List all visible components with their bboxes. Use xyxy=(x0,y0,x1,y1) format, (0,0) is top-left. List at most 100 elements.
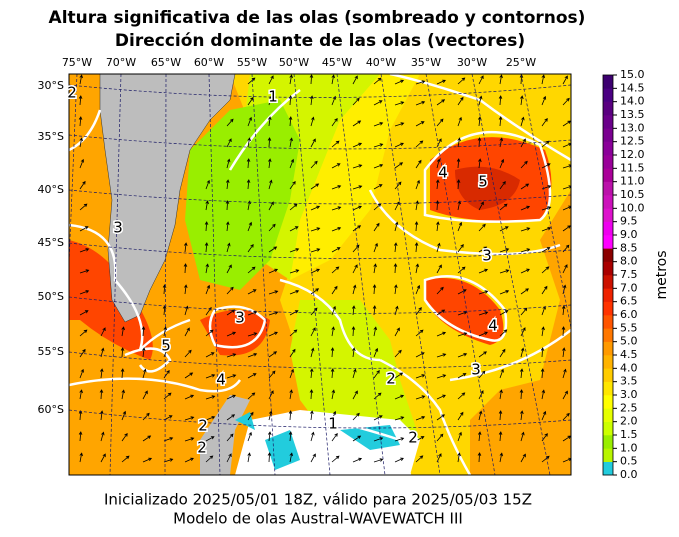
wave-vector xyxy=(267,431,272,442)
colorbar-segment xyxy=(603,381,613,396)
wave-vector xyxy=(562,75,568,85)
wave-vector xyxy=(540,347,545,358)
wave-vector xyxy=(226,433,234,442)
wave-vector xyxy=(289,269,300,274)
contour-label: 3 xyxy=(235,309,245,327)
lon-label: 55°W xyxy=(237,56,267,69)
wave-vector xyxy=(436,99,446,106)
wave-vector xyxy=(394,201,400,211)
colorbar-segment xyxy=(603,248,613,262)
wave-vector xyxy=(352,225,362,232)
wave-vector xyxy=(247,137,251,148)
wave-vector xyxy=(268,351,278,358)
wave-vector xyxy=(562,390,568,400)
wave-vector xyxy=(520,431,525,442)
wave-vector xyxy=(394,349,402,358)
wave-vector xyxy=(289,181,296,190)
wave-vector xyxy=(394,372,404,379)
colorbar-segment xyxy=(603,368,613,382)
wave-vector xyxy=(247,353,258,358)
colorbar-tick-label: 0.0 xyxy=(620,468,638,481)
wave-vector xyxy=(226,242,231,253)
wave-vector xyxy=(247,244,254,253)
wave-vector xyxy=(352,75,358,85)
wave-vector xyxy=(331,95,337,106)
contour-label: 1 xyxy=(328,415,338,433)
wave-vector xyxy=(499,452,504,463)
wave-vector xyxy=(415,101,426,106)
colorbar-tick-label: 10.0 xyxy=(620,201,645,214)
wave-vector xyxy=(247,452,251,463)
wave-vector xyxy=(268,290,279,295)
wave-vector xyxy=(78,95,83,106)
wave-vector xyxy=(247,431,252,442)
wave-vector xyxy=(561,326,566,337)
contour-label: 1 xyxy=(268,88,278,106)
wave-vector xyxy=(372,284,377,295)
wave-vector xyxy=(330,368,335,379)
lon-label: 45°W xyxy=(322,56,352,69)
wave-vector xyxy=(415,179,420,190)
wave-vector xyxy=(79,348,86,358)
wave-vector xyxy=(310,410,314,421)
colorbar-segment xyxy=(603,208,613,222)
contour-label: 4 xyxy=(216,371,226,389)
contour-label: 3 xyxy=(113,219,123,237)
wave-vector xyxy=(436,394,446,400)
lon-label: 30°W xyxy=(457,56,487,69)
wave-vector xyxy=(373,263,377,274)
wave-vector xyxy=(205,200,209,211)
colorbar-segment xyxy=(603,328,613,342)
wave-vector xyxy=(562,368,567,379)
wave-vector xyxy=(499,329,508,337)
colorbar-tick-label: 8.5 xyxy=(620,241,638,254)
wave-vector xyxy=(373,100,383,106)
wave-vector xyxy=(310,227,321,232)
wave-vector xyxy=(436,433,444,442)
wave-vector xyxy=(268,268,279,274)
wave-vector xyxy=(226,353,237,358)
wave-vector xyxy=(520,410,524,421)
wave-vector xyxy=(478,246,488,253)
wave-vector xyxy=(289,137,293,148)
lat-label: 50°S xyxy=(38,290,64,303)
colorbar-segment xyxy=(603,341,613,356)
wave-vector xyxy=(247,221,253,232)
wave-vector xyxy=(79,248,90,253)
colorbar-tick-label: 5.0 xyxy=(620,335,638,348)
contour-label: 4 xyxy=(488,317,498,335)
wave-vector xyxy=(120,368,125,379)
wave-vector xyxy=(394,142,404,148)
colorbar-segment xyxy=(603,235,613,249)
wave-vector xyxy=(414,221,419,232)
wave-vector xyxy=(498,116,503,127)
wave-vector xyxy=(331,118,338,127)
wave-vector xyxy=(520,307,528,316)
colorbar-segment xyxy=(603,421,613,436)
wave-vector xyxy=(436,374,447,379)
wave-vector xyxy=(457,77,466,85)
wave-vector xyxy=(226,138,232,148)
wave-vector xyxy=(226,286,234,295)
wave-vector xyxy=(499,290,510,295)
wave-vector xyxy=(226,331,237,337)
wave-vector xyxy=(183,242,188,253)
wave-vector xyxy=(457,452,461,463)
wave-vector xyxy=(541,227,552,232)
wave-vector xyxy=(352,390,358,400)
wave-vector xyxy=(331,140,340,148)
wave-vector xyxy=(226,221,230,232)
wave-vector xyxy=(205,395,216,400)
wave-vector xyxy=(331,455,340,463)
wave-vector xyxy=(268,75,274,85)
wave-vector xyxy=(352,142,363,148)
wave-vector xyxy=(457,116,462,127)
wave-vector xyxy=(457,373,467,379)
wave-vector xyxy=(268,158,272,169)
wave-vector xyxy=(456,158,461,169)
wave-vector xyxy=(268,179,273,190)
title-line2: Dirección dominante de las olas (vectore… xyxy=(115,31,525,51)
wave-vector xyxy=(373,77,382,85)
wave-vector xyxy=(541,118,548,127)
wave-vector xyxy=(310,183,320,190)
